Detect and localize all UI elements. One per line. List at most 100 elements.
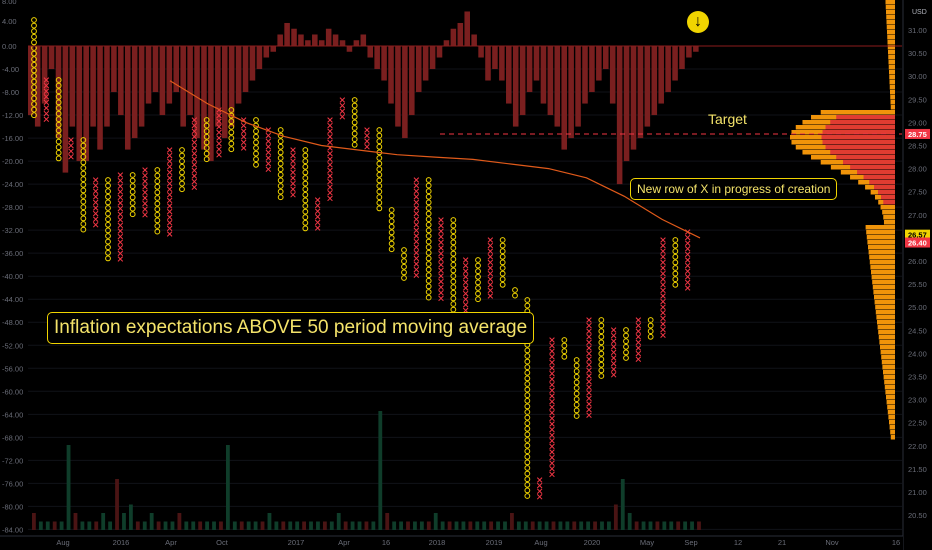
- o-box: [425, 199, 432, 206]
- o-box: [253, 128, 259, 135]
- left-axis: 8.00 4.00 0.00 -4.00 -8.00 -12.00 -16.00 -20.00…: [0, 0, 28, 536]
- x-box: [610, 349, 617, 356]
- profile-bar: [882, 365, 895, 370]
- volume-bar: [239, 521, 244, 530]
- time-axis-tick: Apr: [338, 538, 350, 547]
- o-box: [499, 270, 506, 277]
- o-box: [524, 481, 531, 488]
- o-box: [647, 328, 654, 335]
- x-box: [413, 194, 420, 200]
- x-box: [635, 339, 642, 346]
- o-box: [647, 322, 654, 329]
- o-box: [598, 361, 605, 368]
- o-box: [623, 327, 629, 333]
- o-box: [302, 186, 309, 193]
- profile-bar: [879, 340, 895, 345]
- o-box: [376, 160, 383, 167]
- o-box: [203, 133, 210, 140]
- o-box: [302, 203, 309, 209]
- o-box: [475, 290, 481, 297]
- profile-bar: [881, 360, 895, 365]
- x-box: [166, 225, 173, 232]
- histogram-bar: [429, 46, 436, 70]
- x-box: [660, 276, 666, 282]
- o-box: [351, 102, 358, 109]
- x-box: [117, 228, 124, 234]
- o-box: [598, 317, 605, 323]
- histogram-bar: [124, 46, 131, 150]
- o-box: [80, 215, 87, 222]
- volume-bar: [419, 521, 424, 530]
- x-box: [327, 134, 333, 140]
- o-box: [425, 233, 432, 239]
- volume-bar: [613, 504, 618, 530]
- x-box: [191, 117, 198, 123]
- x-box: [216, 124, 222, 130]
- x-box: [660, 248, 666, 254]
- price-tag: [905, 128, 930, 139]
- x-box: [265, 132, 272, 139]
- o-box: [277, 149, 284, 156]
- o-box: [524, 470, 531, 477]
- right-axis-tick: 27.00: [908, 211, 927, 220]
- x-box: [438, 273, 444, 279]
- right-axis-tick: 25.00: [908, 303, 927, 312]
- o-box: [425, 221, 432, 228]
- time-axis-tick: May: [640, 538, 654, 547]
- x-box: [635, 334, 642, 340]
- o-box: [228, 135, 235, 141]
- o-box: [154, 189, 161, 196]
- x-box: [142, 184, 148, 190]
- x-box: [549, 348, 555, 354]
- o-box: [524, 414, 531, 421]
- histogram-bar: [485, 46, 491, 81]
- profile-bar: [874, 300, 895, 305]
- o-box: [105, 188, 111, 195]
- x-box: [413, 266, 420, 273]
- o-box: [31, 33, 37, 40]
- x-box: [549, 387, 555, 394]
- profile-bar: [888, 50, 895, 55]
- profile-bar: [865, 225, 895, 230]
- o-box: [277, 171, 284, 178]
- o-box: [31, 73, 37, 79]
- x-box: [166, 152, 173, 159]
- x-box: [290, 158, 296, 164]
- histogram-bar: [76, 46, 83, 162]
- right-axis-tick: 21.50: [908, 465, 927, 474]
- x-box: [549, 410, 555, 416]
- profile-bar: [878, 330, 895, 335]
- o-box: [203, 122, 210, 129]
- x-box: [684, 246, 691, 252]
- x-box: [191, 173, 198, 179]
- profile-bar: [885, 0, 895, 5]
- x-box: [191, 156, 198, 162]
- histogram-bars: [28, 11, 699, 185]
- o-box: [179, 180, 185, 187]
- profile-bar: [888, 60, 895, 65]
- profile-bar: [869, 180, 895, 185]
- volume-bar: [156, 521, 161, 530]
- x-box: [117, 256, 124, 262]
- x-box: [166, 192, 173, 198]
- o-box: [253, 161, 259, 168]
- o-box: [475, 262, 481, 269]
- o-box: [450, 250, 457, 257]
- profile-bar: [890, 105, 895, 110]
- o-box: [376, 205, 383, 212]
- x-box: [438, 295, 444, 302]
- profile-bar: [890, 95, 895, 100]
- x-box: [327, 173, 333, 179]
- x-box: [438, 234, 444, 240]
- o-box: [672, 248, 679, 255]
- o-box: [561, 342, 568, 349]
- o-box: [302, 214, 309, 221]
- o-box: [598, 356, 605, 363]
- o-box: [105, 221, 111, 228]
- histogram-bar: [83, 46, 89, 162]
- x-box: [68, 142, 74, 149]
- histogram-bar: [547, 46, 554, 116]
- o-box: [376, 166, 383, 173]
- right-axis-tick: 21.00: [908, 488, 927, 497]
